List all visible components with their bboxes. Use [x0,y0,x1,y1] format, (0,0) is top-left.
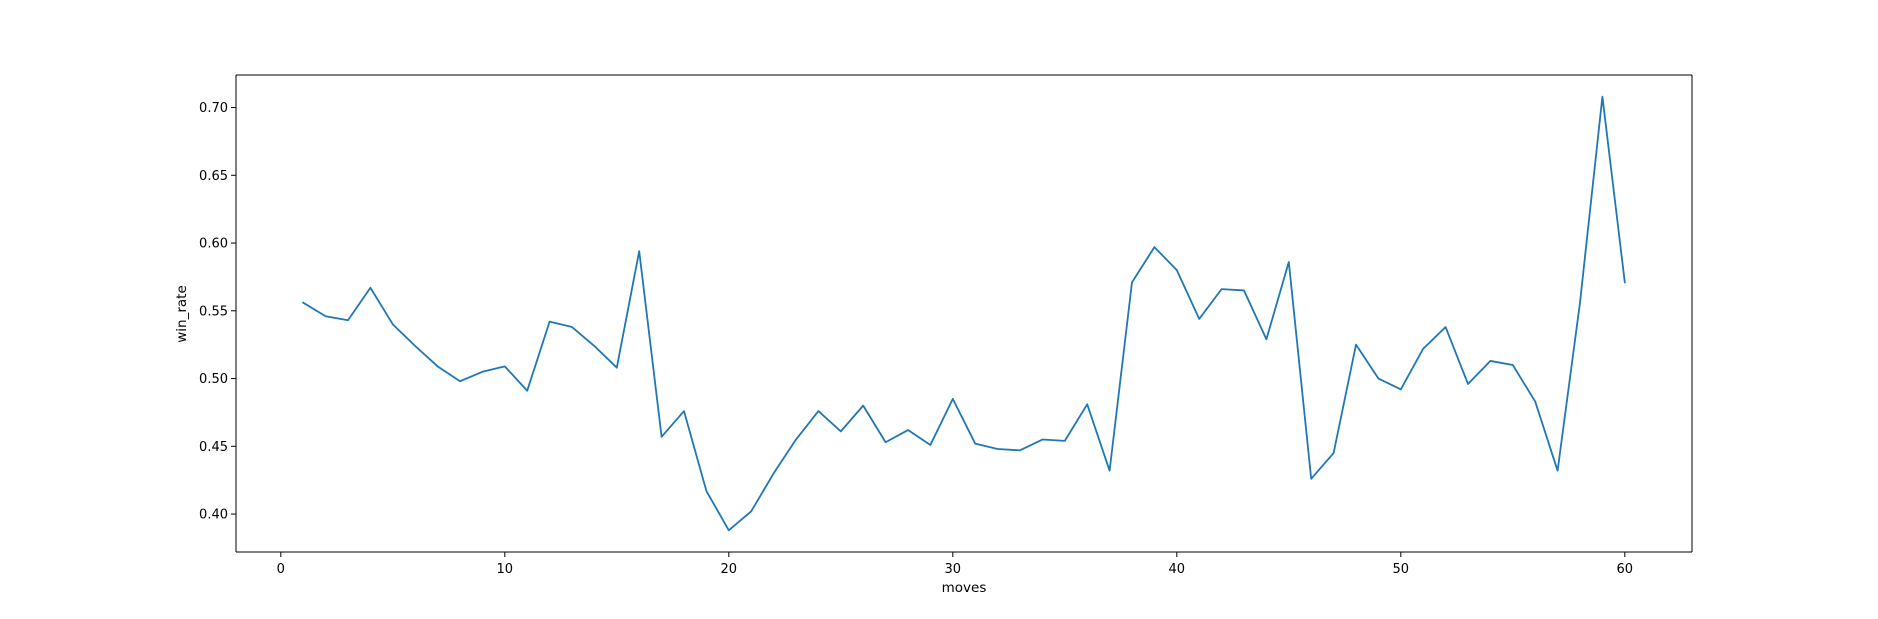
x-tick-label: 0 [277,562,285,577]
y-tick-label: 0.65 [199,169,228,184]
y-tick-label: 0.70 [199,101,228,116]
x-tick-label: 50 [1393,562,1410,577]
x-tick-label: 20 [721,562,738,577]
series-line-0 [301,95,1626,532]
y-axis-label: win_rate [174,285,190,343]
y-tick-label: 0.60 [199,237,228,252]
y-tick-label: 0.45 [199,440,228,455]
plot-area: 0 10 20 30 40 50 60 0.40 0.45 0.50 0.55 0.60 0.65 0.7… [199,74,1693,577]
x-axis-label: moves [942,580,987,596]
x-tick-label: 10 [497,562,514,577]
x-tick-label: 60 [1617,562,1634,577]
x-tick-label: 30 [945,562,962,577]
y-tick-label: 0.40 [199,508,228,523]
y-tick-label: 0.50 [199,372,228,387]
x-tick-label: 40 [1169,562,1186,577]
y-tick-label: 0.55 [199,304,228,319]
